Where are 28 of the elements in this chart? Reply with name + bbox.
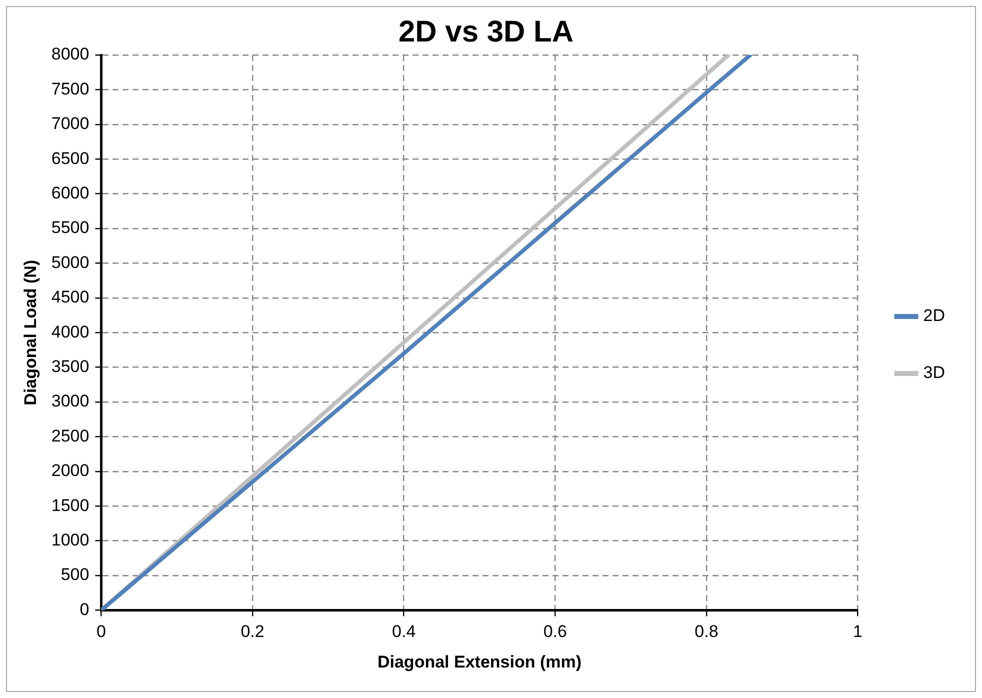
x-tick-label: 0.2	[240, 622, 264, 642]
chart-title: 2D vs 3D LA	[398, 15, 574, 48]
y-tick-label: 5000	[51, 252, 90, 272]
y-tick-label: 500	[60, 565, 90, 584]
y-tick-label: 6000	[51, 183, 90, 202]
y-tick-label: 4500	[51, 288, 90, 307]
y-tick-label: 2000	[51, 461, 90, 480]
y-tick-label: 3000	[51, 392, 90, 411]
y-tick-label: 4000	[51, 322, 90, 342]
legend-label: 2D	[923, 306, 946, 326]
y-tick-label: 3500	[51, 356, 90, 376]
x-tick-label: 1	[853, 622, 863, 642]
y-tick-label: 1000	[51, 530, 90, 550]
x-tick-label: 0.8	[694, 622, 718, 642]
y-tick-label: 5500	[51, 218, 90, 238]
y-tick-label: 0	[80, 600, 90, 619]
x-axis-title: Diagonal Extension (mm)	[377, 652, 582, 672]
y-tick-label: 7500	[51, 79, 90, 98]
y-tick-label: 2500	[51, 426, 90, 446]
y-tick-label: 7000	[51, 114, 90, 134]
y-tick-label: 6500	[51, 148, 90, 168]
x-tick-label: 0.4	[392, 622, 416, 642]
y-tick-label: 1500	[51, 496, 90, 515]
legend-label: 3D	[923, 363, 946, 382]
x-tick-label: 0	[96, 622, 106, 642]
x-tick-label: 0.6	[543, 622, 567, 642]
y-tick-label: 8000	[51, 44, 90, 64]
y-axis-title: Diagonal Load (N)	[20, 260, 40, 406]
